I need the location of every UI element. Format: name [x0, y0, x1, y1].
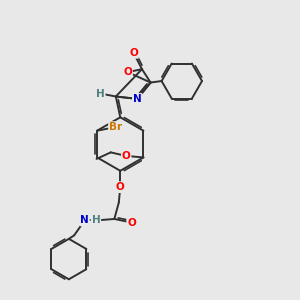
Text: Br: Br	[109, 122, 122, 132]
Text: O: O	[127, 218, 136, 227]
Text: O: O	[129, 48, 138, 58]
Text: O: O	[123, 67, 132, 77]
Text: O: O	[122, 151, 130, 161]
Text: N: N	[133, 94, 142, 104]
Text: H: H	[92, 215, 100, 225]
Text: H: H	[96, 88, 105, 98]
Text: N: N	[80, 215, 89, 225]
Text: O: O	[116, 182, 125, 192]
